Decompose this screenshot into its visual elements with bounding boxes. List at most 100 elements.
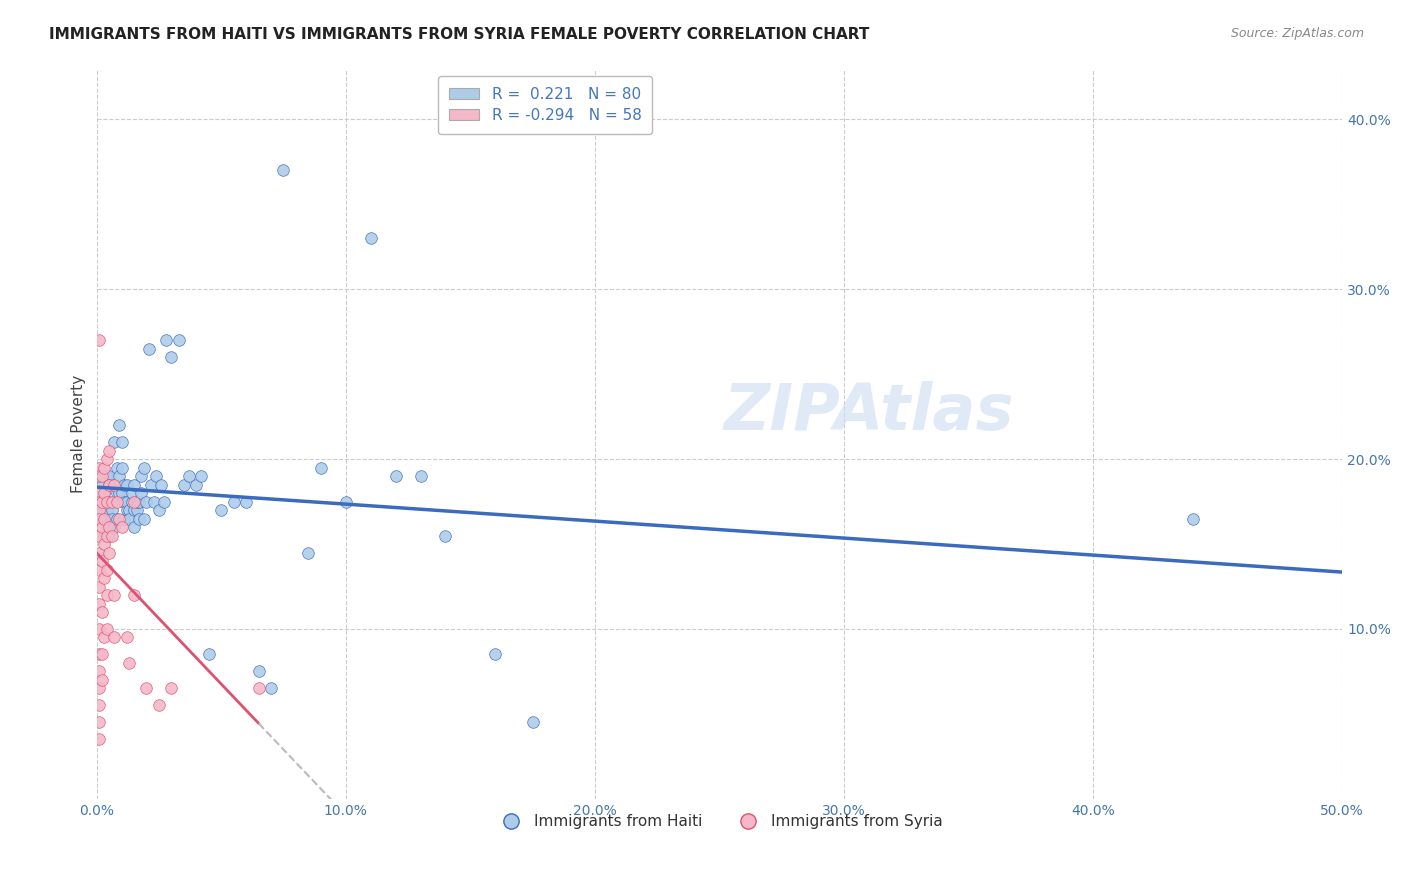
- Point: [93, 631, 115, 645]
- Point: [89, 486, 111, 500]
- Point: [98, 494, 121, 508]
- Legend: Immigrants from Haiti, Immigrants from Syria: Immigrants from Haiti, Immigrants from S…: [489, 808, 949, 835]
- Point: [434, 528, 457, 542]
- Point: [409, 469, 432, 483]
- Point: [132, 460, 155, 475]
- Point: [90, 605, 112, 619]
- Point: [98, 520, 121, 534]
- Point: [89, 469, 111, 483]
- Point: [190, 469, 212, 483]
- Point: [96, 520, 118, 534]
- Point: [90, 469, 112, 483]
- Text: Source: ZipAtlas.com: Source: ZipAtlas.com: [1230, 27, 1364, 40]
- Point: [118, 503, 141, 517]
- Point: [108, 511, 131, 525]
- Point: [103, 477, 125, 491]
- Point: [222, 494, 245, 508]
- Point: [247, 681, 270, 696]
- Point: [128, 511, 150, 525]
- Point: [125, 494, 148, 508]
- Point: [90, 673, 112, 687]
- Point: [89, 563, 111, 577]
- Point: [89, 333, 111, 347]
- Point: [100, 528, 122, 542]
- Point: [96, 452, 118, 467]
- Point: [98, 469, 121, 483]
- Text: IMMIGRANTS FROM HAITI VS IMMIGRANTS FROM SYRIA FEMALE POVERTY CORRELATION CHART: IMMIGRANTS FROM HAITI VS IMMIGRANTS FROM…: [49, 27, 869, 42]
- Point: [89, 545, 111, 559]
- Point: [93, 528, 115, 542]
- Point: [115, 494, 138, 508]
- Point: [105, 486, 128, 500]
- Point: [98, 443, 121, 458]
- Point: [90, 503, 112, 517]
- Point: [135, 494, 157, 508]
- Point: [167, 333, 190, 347]
- Point: [110, 435, 132, 450]
- Point: [112, 511, 135, 525]
- Point: [89, 511, 111, 525]
- Point: [142, 494, 165, 508]
- Point: [125, 503, 148, 517]
- Point: [98, 528, 121, 542]
- Point: [89, 698, 111, 713]
- Point: [121, 486, 143, 500]
- Point: [235, 494, 257, 508]
- Point: [522, 715, 544, 730]
- Point: [105, 494, 128, 508]
- Text: ZIPAtlas: ZIPAtlas: [724, 381, 1014, 442]
- Point: [103, 435, 125, 450]
- Point: [96, 563, 118, 577]
- Point: [93, 511, 115, 525]
- Point: [121, 494, 143, 508]
- Point: [122, 494, 145, 508]
- Point: [138, 342, 160, 356]
- Point: [309, 460, 332, 475]
- Point: [105, 460, 128, 475]
- Point: [90, 520, 112, 534]
- Point: [98, 477, 121, 491]
- Point: [131, 486, 153, 500]
- Point: [122, 503, 145, 517]
- Point: [150, 477, 173, 491]
- Point: [90, 648, 112, 662]
- Point: [141, 477, 163, 491]
- Point: [105, 511, 128, 525]
- Point: [96, 528, 118, 542]
- Point: [89, 732, 111, 747]
- Point: [98, 545, 121, 559]
- Point: [135, 681, 157, 696]
- Point: [132, 511, 155, 525]
- Point: [118, 656, 141, 670]
- Point: [112, 477, 135, 491]
- Point: [260, 681, 283, 696]
- Point: [89, 715, 111, 730]
- Point: [153, 494, 176, 508]
- Point: [273, 163, 295, 178]
- Point: [103, 588, 125, 602]
- Point: [128, 494, 150, 508]
- Point: [115, 503, 138, 517]
- Point: [89, 503, 111, 517]
- Point: [93, 571, 115, 585]
- Point: [209, 503, 232, 517]
- Point: [89, 494, 111, 508]
- Point: [110, 486, 132, 500]
- Point: [115, 477, 138, 491]
- Point: [335, 494, 357, 508]
- Point: [122, 477, 145, 491]
- Point: [160, 681, 183, 696]
- Point: [89, 597, 111, 611]
- Point: [103, 477, 125, 491]
- Point: [108, 486, 131, 500]
- Point: [93, 486, 115, 500]
- Point: [100, 511, 122, 525]
- Point: [115, 631, 138, 645]
- Point: [96, 469, 118, 483]
- Point: [89, 580, 111, 594]
- Point: [177, 469, 200, 483]
- Point: [148, 503, 170, 517]
- Point: [118, 511, 141, 525]
- Point: [93, 511, 115, 525]
- Point: [173, 477, 195, 491]
